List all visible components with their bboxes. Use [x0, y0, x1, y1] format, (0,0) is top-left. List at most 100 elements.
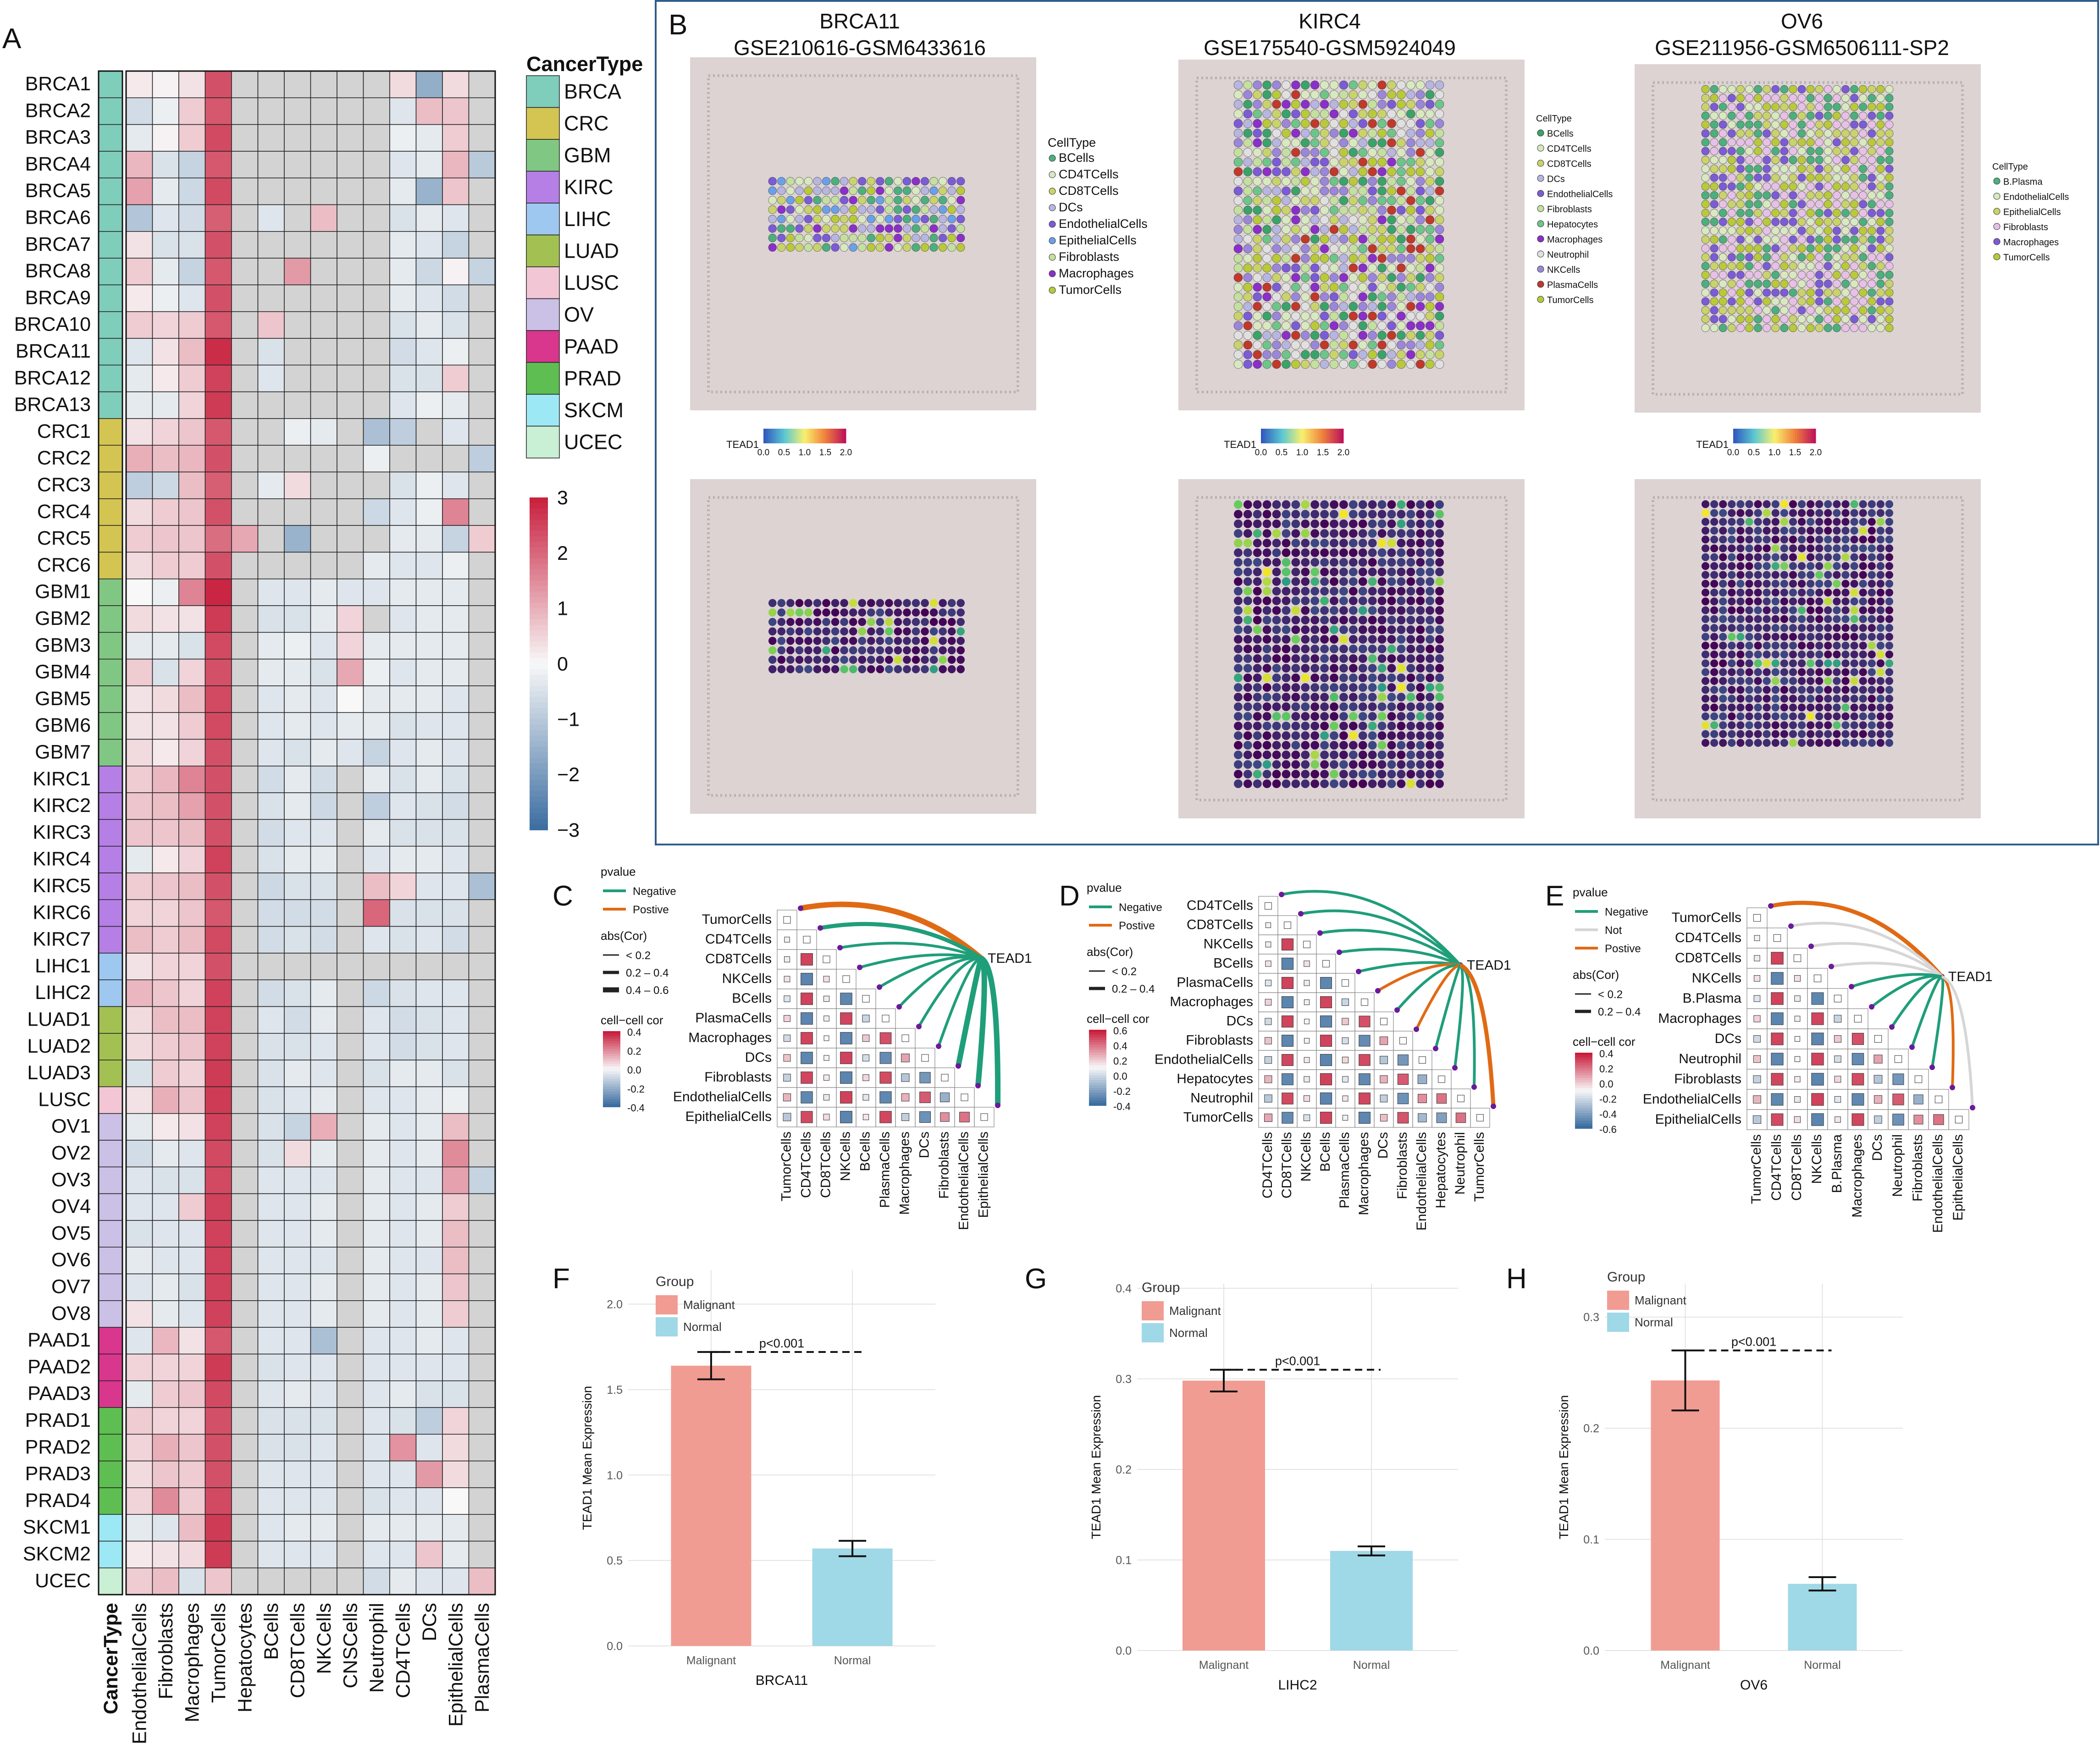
expression-spot: [1320, 779, 1329, 788]
scale-step: [603, 1056, 620, 1060]
spatial-spot: [1885, 85, 1894, 94]
expression-spot: [939, 637, 947, 645]
spatial-spot: [1233, 359, 1243, 369]
expression-spot: [1824, 633, 1832, 641]
heatmap-cell: [257, 177, 285, 205]
spatial-spot: [1833, 129, 1841, 138]
expression-spot: [1339, 519, 1348, 528]
spatial-spot: [1425, 167, 1435, 177]
expression-spot: [1841, 650, 1850, 659]
spatial-spot: [1358, 157, 1367, 167]
row-label: CD4TCells: [1187, 898, 1253, 913]
expression-spot: [1868, 659, 1876, 668]
row-label: LUAD1: [27, 1008, 91, 1030]
expression-spot: [1876, 526, 1884, 535]
spatial-spot: [1272, 311, 1281, 321]
expression-spot: [1719, 739, 1727, 747]
spatial-spot: [1387, 148, 1396, 157]
spatial-spot: [1710, 85, 1719, 94]
expression-spot: [1745, 624, 1753, 632]
spatial-spot: [1850, 129, 1858, 138]
spatial-spot: [1850, 156, 1858, 164]
corr-square: [823, 1094, 830, 1101]
expression-spot: [1736, 686, 1745, 694]
spatial-spot: [1710, 103, 1719, 111]
expression-spot: [1348, 722, 1358, 730]
corr-square: [862, 1054, 870, 1062]
annotation-cell: [98, 605, 123, 633]
heatmap-cell: [152, 1166, 179, 1194]
expression-spot: [1728, 571, 1736, 579]
expression-spot: [813, 618, 822, 626]
expression-spot: [1387, 568, 1396, 576]
spatial-spot: [1789, 165, 1797, 173]
heatmap-cell: [389, 258, 417, 286]
spatial-spot: [1850, 120, 1858, 129]
spatial-spot: [1425, 90, 1435, 99]
expression-spot: [1797, 526, 1806, 535]
spatial-spot: [1815, 306, 1824, 315]
expression-spot: [1253, 519, 1262, 528]
cell-node: [936, 1043, 941, 1049]
expression-spot: [1710, 703, 1719, 712]
heatmap-cell: [389, 1540, 417, 1568]
expression-spot: [1868, 677, 1876, 685]
spatial-spot: [1310, 167, 1320, 177]
spatial-spot: [1329, 340, 1339, 350]
scale-step: [772, 429, 774, 443]
expression-spot: [1262, 587, 1271, 596]
spatial-spot: [1719, 324, 1727, 332]
spatial-spot: [876, 243, 884, 252]
annotation-cell: [98, 552, 123, 580]
expression-spot: [1320, 741, 1329, 750]
spatial-spot: [1416, 177, 1425, 186]
spatial-spot: [1789, 297, 1797, 306]
heatmap-cell: [310, 605, 337, 633]
cell-node: [1909, 1044, 1915, 1050]
spatial-spot: [1763, 156, 1771, 164]
heatmap-cell: [337, 872, 364, 900]
scale-step: [1089, 1032, 1106, 1035]
expression-spot: [912, 627, 920, 635]
heatmap-cell: [389, 766, 417, 793]
heatmap-cell: [126, 845, 153, 873]
heatmap-cell: [337, 1060, 364, 1088]
expression-spot: [777, 646, 786, 655]
expression-spot: [1850, 615, 1858, 623]
expression-spot: [813, 646, 822, 655]
expression-spot: [876, 599, 884, 607]
spatial-spot: [1885, 94, 1894, 102]
scale-step: [1339, 429, 1342, 443]
heatmap-cell: [126, 418, 153, 446]
expression-spot: [1282, 645, 1291, 653]
spatial-legend-dot: [1537, 129, 1544, 137]
column-label: PlasmaCells: [878, 1132, 893, 1208]
heatmap-cell: [468, 1380, 496, 1408]
cell-node: [1452, 1065, 1458, 1071]
corr-square: [1284, 922, 1291, 929]
heatmap-cell: [442, 364, 470, 392]
scale-step: [1575, 1126, 1592, 1129]
heatmap-cell: [284, 338, 311, 366]
spatial-legend-label: BCells: [1547, 129, 1574, 139]
scale-step: [1575, 1078, 1592, 1081]
spatial-spot: [1406, 273, 1415, 282]
spatial-spot: [939, 177, 947, 186]
spatial-spot: [1310, 273, 1320, 282]
legend-title: pvalue: [601, 865, 636, 878]
spatial-spot: [1291, 311, 1300, 321]
corr-square: [840, 1111, 852, 1123]
scale-step: [1575, 1105, 1592, 1109]
spatial-spot: [1339, 263, 1348, 273]
corr-square: [1304, 980, 1310, 986]
expression-spot: [1841, 695, 1850, 703]
expression-spot: [795, 637, 804, 645]
expression-spot: [1358, 741, 1367, 750]
scale-step: [1743, 429, 1746, 443]
spatial-spot: [1727, 297, 1736, 306]
spatial-spot: [1701, 315, 1710, 323]
expression-spot: [1234, 587, 1243, 596]
heatmap-cell: [231, 1220, 259, 1248]
expression-spot: [867, 665, 875, 674]
expression-spot: [1368, 606, 1377, 615]
